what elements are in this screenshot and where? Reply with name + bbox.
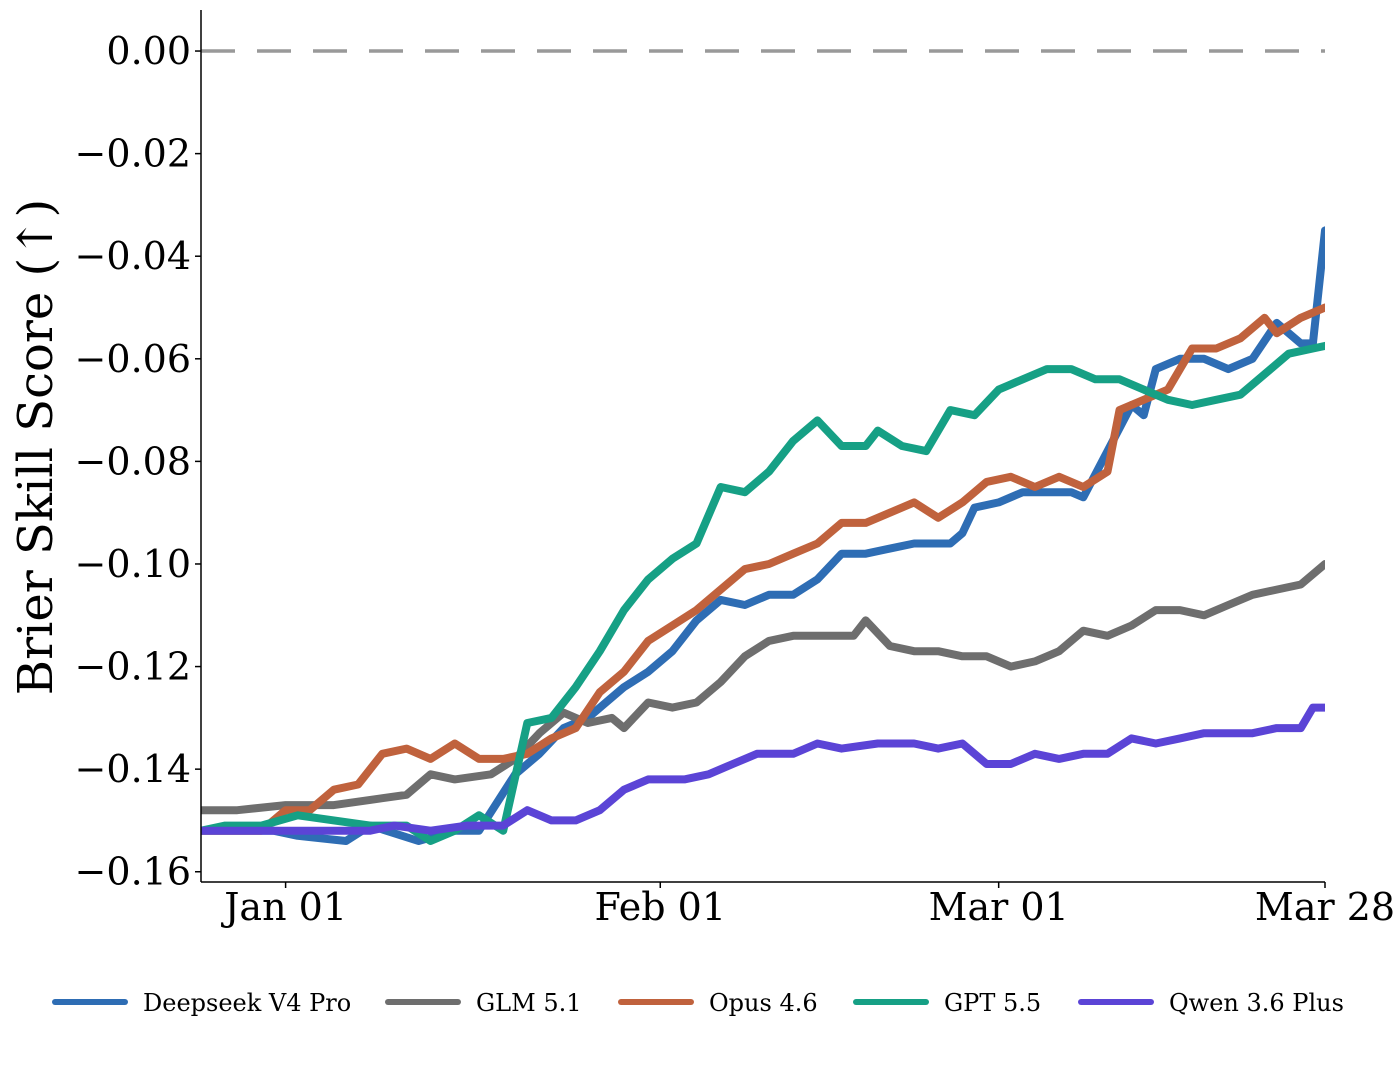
legend-label: Opus 4.6 bbox=[709, 989, 818, 1017]
x-tick-layer: Jan 01 Feb 01 Mar 01 Mar 28 bbox=[220, 882, 1395, 929]
legend-item: GPT 5.5 bbox=[853, 989, 1041, 1017]
series-line-glm-5-1 bbox=[201, 560, 1325, 815]
legend-item: GLM 5.1 bbox=[385, 989, 581, 1017]
x-tick-label: Jan 01 bbox=[220, 885, 347, 929]
y-tick-label: −0.12 bbox=[75, 645, 191, 689]
y-tick-label: −0.06 bbox=[75, 337, 191, 381]
legend-item: Opus 4.6 bbox=[618, 989, 818, 1017]
legend-label: GPT 5.5 bbox=[944, 989, 1041, 1017]
legend-label: GLM 5.1 bbox=[476, 989, 581, 1017]
y-tick-label: −0.16 bbox=[75, 850, 191, 894]
series-line-opus-4-6 bbox=[201, 303, 1325, 835]
x-tick-label: Mar 01 bbox=[929, 885, 1069, 929]
y-tick-label: −0.08 bbox=[75, 439, 191, 483]
x-tick-label: Feb 01 bbox=[594, 885, 726, 929]
legend-item: Qwen 3.6 Plus bbox=[1078, 989, 1344, 1017]
y-tick-layer: 0.00 −0.02 −0.04 −0.06 −0.08 −0.10 −0.12 −0.14 −… bbox=[75, 29, 201, 894]
y-axis-label: Brier Skill Score (↑) bbox=[8, 199, 64, 695]
x-tick-label: Mar 28 bbox=[1255, 885, 1395, 929]
legend-item: Deepseek V4 Pro bbox=[52, 989, 351, 1017]
y-tick-label: −0.02 bbox=[75, 132, 191, 176]
legend-label: Deepseek V4 Pro bbox=[143, 989, 351, 1017]
axes-layer bbox=[200, 10, 1325, 883]
series-line-gpt-5-5 bbox=[201, 341, 1325, 845]
legend: Deepseek V4 Pro GLM 5.1 Opus 4.6 GPT 5.5 Qwe… bbox=[52, 989, 1344, 1017]
series-layer bbox=[201, 226, 1325, 845]
series-line-qwen-3-6-plus bbox=[201, 703, 1325, 835]
y-tick-label: −0.14 bbox=[75, 747, 191, 791]
y-tick-label: −0.04 bbox=[75, 234, 191, 278]
y-tick-label: −0.10 bbox=[75, 542, 191, 586]
series-line-deepseek-v4-pro bbox=[201, 226, 1325, 845]
y-tick-label: 0.00 bbox=[106, 29, 191, 73]
legend-label: Qwen 3.6 Plus bbox=[1169, 989, 1344, 1017]
